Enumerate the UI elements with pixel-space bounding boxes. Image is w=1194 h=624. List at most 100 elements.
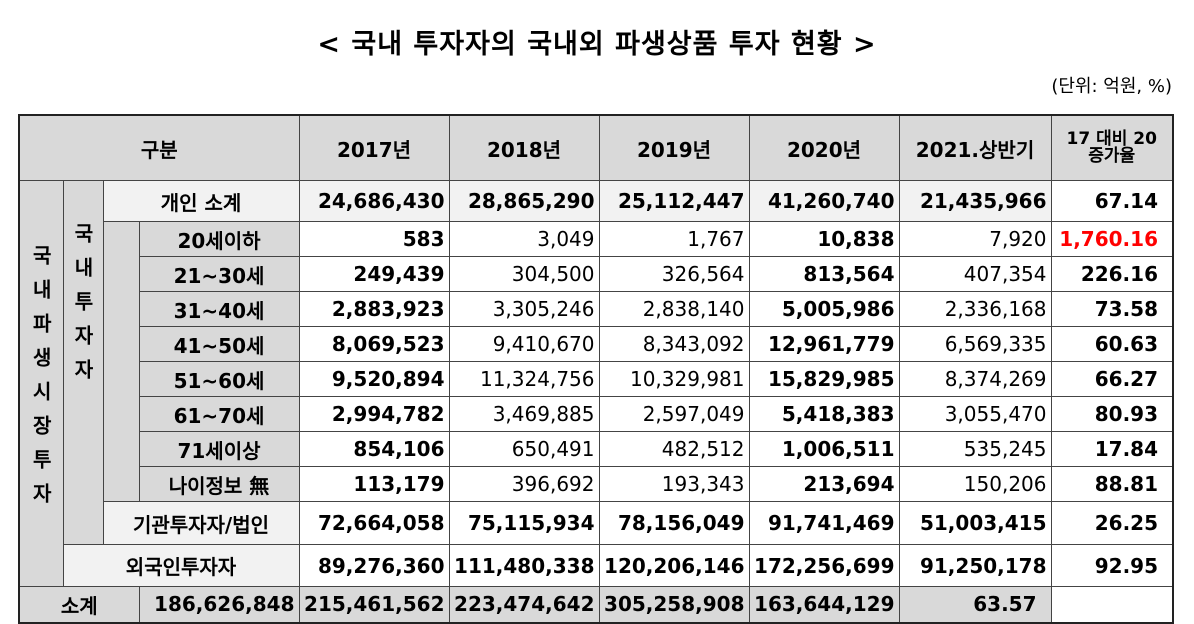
header-year: 2019년 <box>598 114 750 181</box>
value-cell: 5,005,986 <box>748 291 900 327</box>
value-cell: 10,329,981 <box>598 361 750 397</box>
header-year: 2020년 <box>748 114 900 181</box>
value-cell: 172,256,699 <box>748 544 900 587</box>
row-label: 31~40세 <box>138 291 300 327</box>
value-cell: 2,838,140 <box>598 291 750 327</box>
value-cell: 215,461,562 <box>298 586 450 623</box>
growth-rate-cell: 88.81 <box>1050 466 1174 502</box>
table-row: 31~40세 2,883,923 3,305,246 2,838,140 5,005,9… <box>19 291 1174 327</box>
page-title: < 국내 투자자의 국내외 파생상품 투자 현황 > <box>317 29 877 60</box>
row-label: 21~30세 <box>138 256 300 292</box>
header-rate-line2: 증가율 <box>1088 146 1136 166</box>
value-cell: 21,435,966 <box>898 180 1052 222</box>
growth-rate-cell: 226.16 <box>1050 256 1174 292</box>
value-cell: 113,179 <box>298 466 450 502</box>
group-domestic-investor: 국내투자자 <box>62 180 104 545</box>
value-cell: 326,564 <box>598 256 750 292</box>
group-domestic-market: 국내파생시장투자 <box>18 180 64 587</box>
row-label: 소계 <box>18 586 140 623</box>
row-label: 개인 소계 <box>102 180 300 222</box>
value-cell: 150,206 <box>898 466 1052 502</box>
value-cell: 249,439 <box>298 256 450 292</box>
value-cell: 2,994,782 <box>298 396 450 432</box>
table-row: 기관투자자/법인 72,664,058 75,115,934 78,156,049 91… <box>19 501 1174 545</box>
growth-rate-cell: 80.93 <box>1050 396 1174 432</box>
value-cell: 12,961,779 <box>748 326 900 362</box>
value-cell: 1,767 <box>598 221 750 257</box>
value-cell: 304,500 <box>448 256 600 292</box>
value-cell: 28,865,290 <box>448 180 600 222</box>
row-label: 61~70세 <box>138 396 300 432</box>
table-row: 나이정보 無 113,179 396,692 193,343 213,694 150,20… <box>19 466 1174 502</box>
growth-rate-cell: 1,760.16 <box>1050 221 1174 257</box>
value-cell: 482,512 <box>598 431 750 467</box>
value-cell: 3,055,470 <box>898 396 1052 432</box>
growth-rate-cell: 17.84 <box>1050 431 1174 467</box>
value-cell: 813,564 <box>748 256 900 292</box>
value-cell: 3,049 <box>448 221 600 257</box>
table-row: 61~70세 2,994,782 3,469,885 2,597,049 5,418,3… <box>19 396 1174 432</box>
table-row: 71세이상 854,106 650,491 482,512 1,006,511 535,2… <box>19 431 1174 467</box>
table-row: 외국인투자자 89,276,360 111,480,338 120,206,146 17… <box>19 544 1174 587</box>
value-cell: 15,829,985 <box>748 361 900 397</box>
value-cell: 41,260,740 <box>748 180 900 222</box>
value-cell: 72,664,058 <box>298 501 450 545</box>
group-domestic-investor-label: 국내투자자 <box>70 223 95 393</box>
table-row: 국내파생시장투자 국내투자자 개인 소계 24,686,430 28,865,290 25… <box>18 180 1174 587</box>
header-category: 구분 <box>18 114 300 181</box>
value-cell: 120,206,146 <box>598 544 750 587</box>
value-cell: 223,474,642 <box>448 586 600 623</box>
value-cell: 3,305,246 <box>448 291 600 327</box>
value-cell: 9,410,670 <box>448 326 600 362</box>
value-cell: 854,106 <box>298 431 450 467</box>
value-cell: 91,250,178 <box>898 544 1052 587</box>
growth-rate-cell: 26.25 <box>1050 501 1174 545</box>
row-label: 기관투자자/법인 <box>102 501 300 545</box>
value-cell: 8,343,092 <box>598 326 750 362</box>
value-cell: 535,245 <box>898 431 1052 467</box>
value-cell: 25,112,447 <box>598 180 750 222</box>
age-group-spacer <box>102 221 140 502</box>
value-cell: 583 <box>298 221 450 257</box>
table-row: 51~60세 9,520,894 11,324,756 10,329,981 15,82… <box>19 361 1174 397</box>
row-label: 51~60세 <box>138 361 300 397</box>
table-row: 소계 186,626,848 215,461,562 223,474,642 305,2… <box>18 586 1173 623</box>
value-cell: 2,336,168 <box>898 291 1052 327</box>
value-cell: 213,694 <box>748 466 900 502</box>
value-cell: 2,597,049 <box>598 396 750 432</box>
growth-rate-cell: 66.27 <box>1050 361 1174 397</box>
value-cell: 7,920 <box>898 221 1052 257</box>
header-year: 2017년 <box>298 114 450 181</box>
value-cell: 89,276,360 <box>298 544 450 587</box>
growth-rate-cell: 67.14 <box>1050 180 1174 222</box>
value-cell: 10,838 <box>748 221 900 257</box>
row-label: 71세이상 <box>138 431 300 467</box>
value-cell: 305,258,908 <box>598 586 750 623</box>
value-cell: 78,156,049 <box>598 501 750 545</box>
value-cell: 11,324,756 <box>448 361 600 397</box>
value-cell: 396,692 <box>448 466 600 502</box>
value-cell: 193,343 <box>598 466 750 502</box>
value-cell: 186,626,848 <box>138 586 300 623</box>
value-cell: 407,354 <box>898 256 1052 292</box>
row-label: 나이정보 無 <box>138 466 300 502</box>
row-label: 41~50세 <box>138 326 300 362</box>
growth-rate-cell: 63.57 <box>898 586 1052 623</box>
growth-rate-cell: 92.95 <box>1050 544 1174 587</box>
header-row: 구분 2017년 2018년 2019년 2020년 2021.상반기 17 대… <box>18 114 1174 181</box>
group-domestic-market-label: 국내파생시장투자 <box>28 245 53 517</box>
table-row: 20세이하 583 3,049 1,767 10,838 7,920 1,760.16 <box>19 221 1174 502</box>
table-row: 21~30세 249,439 304,500 326,564 813,564 407,35… <box>19 256 1174 292</box>
value-cell: 75,115,934 <box>448 501 600 545</box>
value-cell: 111,480,338 <box>448 544 600 587</box>
row-label: 20세이하 <box>138 221 300 257</box>
growth-rate-cell: 73.58 <box>1050 291 1174 327</box>
value-cell: 91,741,469 <box>748 501 900 545</box>
value-cell: 650,491 <box>448 431 600 467</box>
header-growth-rate: 17 대비 20 증가율 <box>1050 114 1174 181</box>
value-cell: 6,569,335 <box>898 326 1052 362</box>
value-cell: 8,069,523 <box>298 326 450 362</box>
header-year: 2021.상반기 <box>898 114 1052 181</box>
value-cell: 1,006,511 <box>748 431 900 467</box>
header-year: 2018년 <box>448 114 600 181</box>
